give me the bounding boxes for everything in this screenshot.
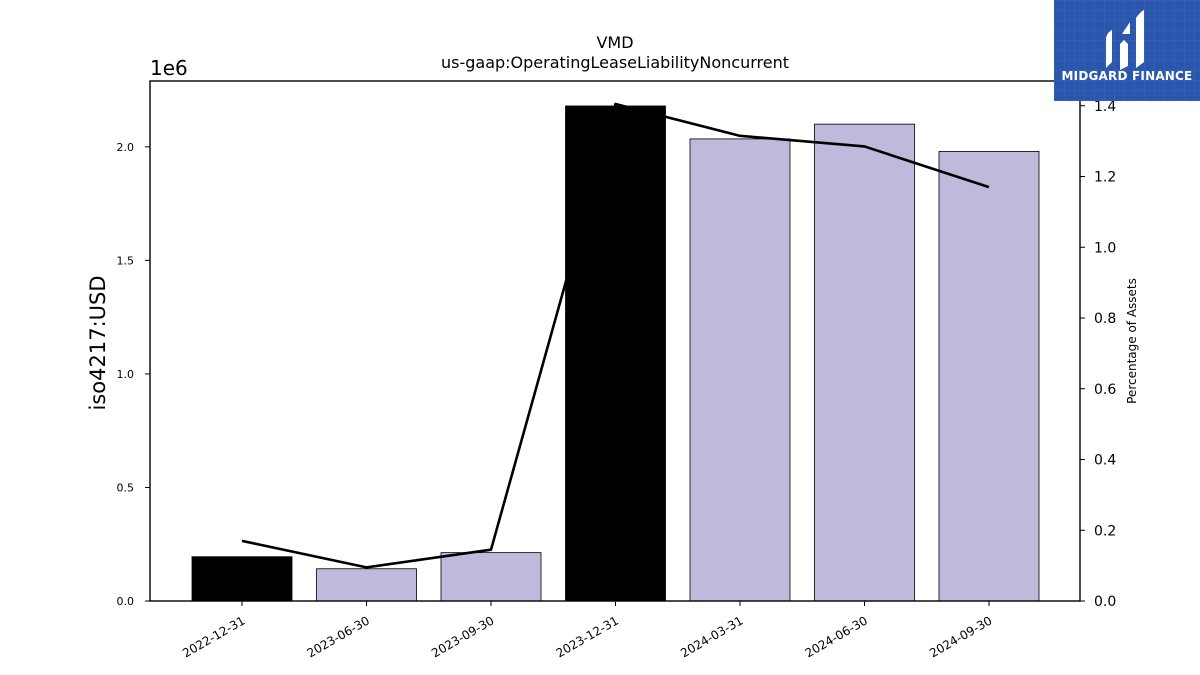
bar-2023-09-30 — [440, 552, 542, 602]
midgard-finance-logo: MIDGARD FINANCE — [1054, 0, 1200, 101]
bar-2024-03-31 — [689, 138, 791, 602]
y2-tick-label: 0.2 — [1094, 523, 1116, 539]
bar-2024-09-30 — [938, 150, 1040, 602]
bar-2022-12-31 — [191, 556, 293, 602]
chart-subtitle: us-gaap:OperatingLeaseLiabilityNoncurren… — [441, 53, 789, 72]
chart-title: VMD — [596, 33, 633, 52]
y-axis-label: iso4217:USD — [86, 275, 110, 410]
y-tick-label: 0.5 — [117, 481, 135, 494]
y2-tick-label: 0.0 — [1094, 594, 1116, 610]
y2-axis-label: Percentage of Assets — [1125, 278, 1139, 404]
y-tick-label: 0.0 — [117, 595, 135, 608]
x-tick-label: 2023-09-30 — [429, 613, 496, 660]
y-axis-offset-label: 1e6 — [150, 56, 188, 80]
line-layer — [241, 102, 990, 569]
y-tick-label: 1.0 — [117, 368, 135, 381]
x-tick-label: 2024-09-30 — [927, 613, 994, 660]
bar-2023-06-30 — [316, 568, 417, 602]
x-tick-label: 2023-12-31 — [554, 613, 621, 660]
percentage-of-assets-line — [241, 102, 990, 569]
x-tick-label: 2024-06-30 — [803, 613, 870, 660]
bars-layer — [191, 105, 1040, 602]
bar-2024-06-30 — [814, 123, 915, 602]
y-tick-label: 1.5 — [117, 254, 135, 267]
y2-tick-label: 1.4 — [1094, 99, 1116, 115]
y2-tick-label: 1.0 — [1094, 240, 1116, 256]
bar-2023-12-31 — [565, 105, 666, 602]
y2-tick-label: 0.4 — [1094, 453, 1116, 469]
y2-tick-label: 1.2 — [1094, 170, 1116, 186]
y2-tick-label: 0.8 — [1094, 311, 1116, 327]
logo-text: MIDGARD FINANCE — [1061, 69, 1193, 83]
y-tick-label: 2.0 — [117, 141, 135, 154]
y2-tick-label: 0.6 — [1094, 382, 1116, 398]
x-tick-label: 2024-03-31 — [678, 613, 745, 660]
x-tick-label: 2023-06-30 — [305, 613, 372, 660]
logo-mark-icon — [1054, 0, 1200, 101]
x-tick-label: 2022-12-31 — [180, 613, 247, 660]
